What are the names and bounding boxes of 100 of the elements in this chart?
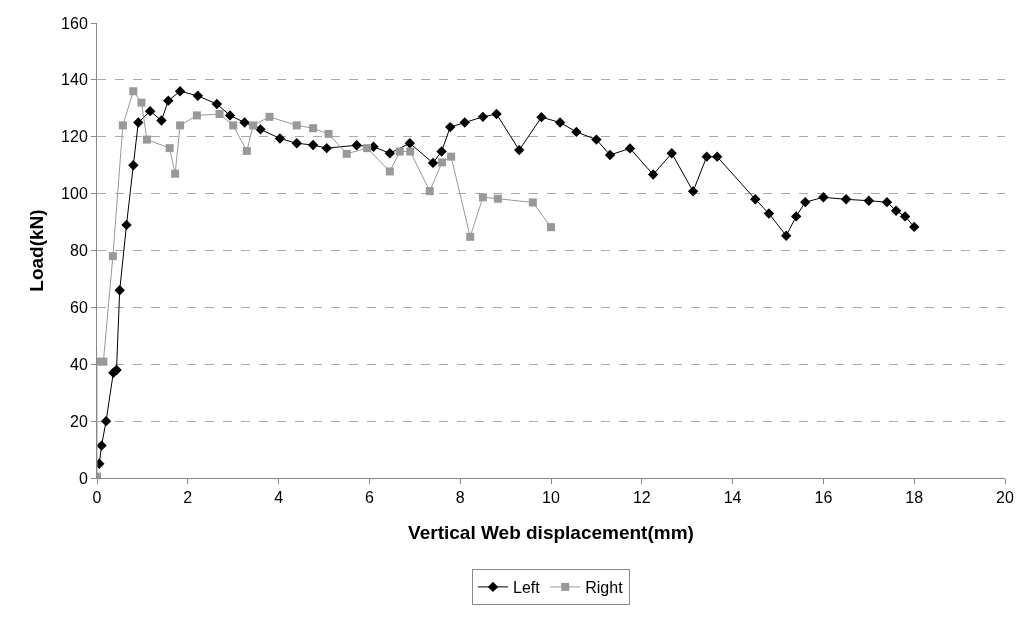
point bbox=[536, 111, 547, 123]
point bbox=[211, 98, 223, 110]
point bbox=[445, 121, 456, 133]
point bbox=[156, 115, 167, 126]
y-tick-label: 160 bbox=[61, 14, 88, 32]
point bbox=[840, 194, 852, 205]
point bbox=[128, 159, 139, 171]
point bbox=[528, 198, 537, 207]
point bbox=[404, 138, 416, 149]
x-axis-title: Vertical Web displacement(mm) bbox=[408, 522, 694, 543]
point bbox=[395, 147, 404, 156]
point bbox=[647, 169, 659, 180]
point bbox=[701, 151, 712, 162]
x-tick-label: 20 bbox=[996, 489, 1014, 507]
point bbox=[144, 105, 156, 117]
point bbox=[342, 149, 351, 158]
point bbox=[624, 143, 636, 154]
point bbox=[491, 108, 502, 120]
point bbox=[890, 205, 902, 216]
point bbox=[899, 211, 911, 222]
point bbox=[604, 149, 616, 161]
point bbox=[100, 415, 112, 427]
point bbox=[571, 126, 582, 138]
point bbox=[666, 148, 677, 159]
point bbox=[514, 144, 525, 156]
y-tick-label: 140 bbox=[61, 71, 88, 89]
point bbox=[192, 111, 201, 120]
point bbox=[137, 98, 146, 107]
legend-label: Left bbox=[513, 579, 541, 597]
x-tick-label: 10 bbox=[542, 489, 560, 507]
point bbox=[763, 208, 775, 219]
point bbox=[711, 151, 723, 162]
x-tick-label: 16 bbox=[814, 489, 833, 507]
point bbox=[118, 121, 127, 130]
point bbox=[466, 232, 475, 241]
y-tick-label: 100 bbox=[61, 185, 88, 203]
point bbox=[229, 121, 238, 130]
point bbox=[425, 187, 434, 196]
point bbox=[108, 252, 117, 261]
point bbox=[436, 146, 447, 157]
y-tick-label: 0 bbox=[78, 469, 88, 487]
point bbox=[547, 223, 555, 232]
point bbox=[114, 285, 125, 296]
legend-label: Right bbox=[585, 579, 624, 597]
x-tick-label: 12 bbox=[632, 489, 651, 507]
point bbox=[438, 158, 447, 167]
point bbox=[818, 192, 829, 203]
point bbox=[324, 129, 333, 138]
point bbox=[309, 124, 318, 133]
point bbox=[133, 117, 144, 128]
point bbox=[909, 221, 920, 233]
point bbox=[174, 86, 186, 97]
y-tick-label: 20 bbox=[70, 412, 88, 430]
point bbox=[142, 135, 151, 144]
point bbox=[291, 138, 302, 149]
point bbox=[249, 121, 258, 130]
point bbox=[554, 117, 566, 128]
point bbox=[171, 169, 180, 178]
point bbox=[881, 196, 893, 208]
x-tick-label: 2 bbox=[183, 489, 193, 507]
x-tick-label: 18 bbox=[905, 489, 924, 507]
point bbox=[176, 121, 185, 130]
point bbox=[165, 144, 174, 153]
x-tick-label: 4 bbox=[274, 489, 284, 507]
point bbox=[265, 112, 274, 121]
point bbox=[215, 110, 224, 118]
x-tick-label: 0 bbox=[92, 489, 102, 507]
point bbox=[384, 148, 396, 159]
point bbox=[447, 152, 456, 161]
point bbox=[129, 87, 138, 96]
point bbox=[780, 230, 792, 241]
point bbox=[478, 193, 487, 202]
point bbox=[163, 95, 174, 106]
x-tick-label: 8 bbox=[455, 489, 465, 507]
point bbox=[239, 117, 250, 128]
point bbox=[750, 194, 761, 205]
point bbox=[790, 211, 802, 222]
point bbox=[292, 121, 301, 130]
point bbox=[97, 440, 107, 451]
y-tick-label: 40 bbox=[70, 355, 88, 373]
point bbox=[99, 357, 108, 366]
point bbox=[242, 146, 251, 155]
point bbox=[459, 117, 470, 128]
point bbox=[121, 219, 132, 231]
point bbox=[477, 111, 489, 123]
point bbox=[385, 167, 394, 176]
x-tick-label: 14 bbox=[723, 489, 742, 507]
point bbox=[274, 133, 286, 144]
y-tick-label: 60 bbox=[70, 298, 88, 316]
y-axis-title: Load(kN) bbox=[25, 209, 47, 292]
point bbox=[406, 147, 415, 156]
point bbox=[307, 139, 319, 151]
point bbox=[363, 144, 372, 153]
point bbox=[591, 134, 602, 145]
point bbox=[800, 196, 811, 208]
point bbox=[192, 90, 203, 101]
x-tick-label: 6 bbox=[364, 489, 374, 507]
point bbox=[863, 195, 874, 206]
y-tick-label: 80 bbox=[70, 242, 88, 260]
point bbox=[493, 194, 502, 203]
